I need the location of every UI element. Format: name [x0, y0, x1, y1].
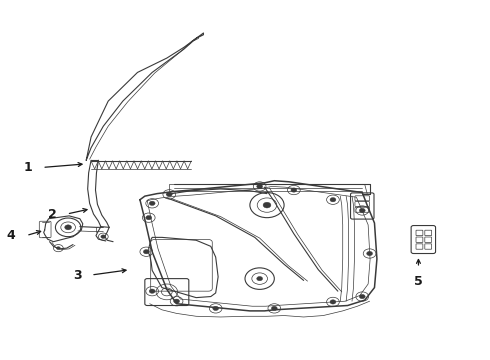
Circle shape [65, 225, 72, 230]
Circle shape [166, 192, 172, 197]
Circle shape [149, 201, 155, 206]
Circle shape [257, 184, 263, 189]
Circle shape [359, 208, 365, 213]
Text: 5: 5 [414, 275, 423, 288]
Circle shape [146, 216, 152, 220]
Circle shape [359, 294, 365, 299]
Circle shape [330, 198, 336, 202]
Text: 1: 1 [24, 161, 32, 174]
Circle shape [263, 202, 271, 208]
Circle shape [213, 306, 219, 311]
Circle shape [330, 300, 336, 304]
Circle shape [173, 299, 179, 303]
Circle shape [367, 251, 372, 256]
Circle shape [144, 249, 149, 254]
Text: 4: 4 [6, 229, 15, 242]
Text: 2: 2 [48, 208, 57, 221]
Circle shape [257, 276, 263, 281]
Circle shape [291, 188, 297, 192]
Circle shape [101, 235, 106, 238]
Circle shape [271, 306, 277, 311]
Text: 3: 3 [73, 269, 81, 282]
Circle shape [149, 289, 155, 293]
Circle shape [56, 247, 60, 249]
